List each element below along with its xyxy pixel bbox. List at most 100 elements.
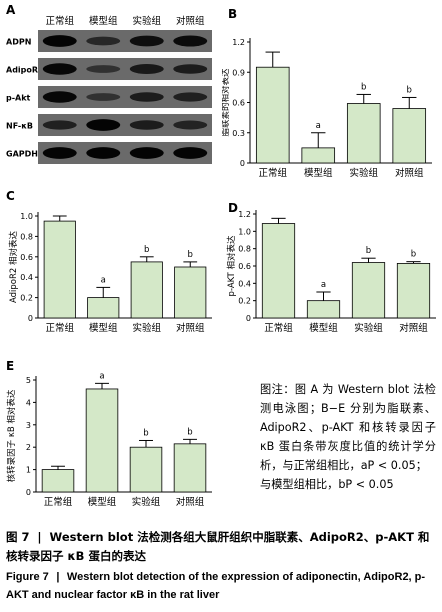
caption-en-text: Western blot detection of the expression… xyxy=(6,571,426,601)
bar xyxy=(87,297,120,319)
y-tick-label: 0.2 xyxy=(238,297,251,306)
blot-lane-label: 实验组 xyxy=(132,15,161,27)
blot-band xyxy=(173,92,208,102)
blot-band xyxy=(86,65,121,73)
blot-row-label: NF-κB xyxy=(6,122,33,131)
significance-label: b xyxy=(411,250,416,260)
significance-label: b xyxy=(407,85,412,95)
blot-band xyxy=(42,91,77,103)
y-tick-label: 0 xyxy=(246,314,251,323)
bar xyxy=(130,261,163,319)
significance-label: a xyxy=(101,275,106,285)
x-category-label: 实验组 xyxy=(132,322,161,334)
x-category-label: 对照组 xyxy=(399,322,428,334)
bar xyxy=(301,147,336,164)
blot-band xyxy=(86,147,121,159)
y-tick-label: 5 xyxy=(26,376,31,385)
x-category-label: 对照组 xyxy=(176,496,205,508)
blot-band xyxy=(173,147,208,159)
x-category-label: 对照组 xyxy=(395,167,424,179)
x-category-label: 实验组 xyxy=(354,322,383,334)
blot-band xyxy=(129,64,164,74)
significance-label: b xyxy=(366,246,371,256)
caption-cn-fig: 图 7 xyxy=(6,530,30,544)
blot-band xyxy=(42,147,77,159)
blot-band xyxy=(86,93,121,101)
y-tick-label: 1.0 xyxy=(20,212,33,221)
figure-note: 图注：图 A 为 Western blot 法检测电泳图；B−E 分别为脂联素、… xyxy=(260,380,436,494)
significance-label: b xyxy=(144,245,149,255)
bar xyxy=(41,469,75,493)
blot-strip xyxy=(38,30,212,52)
significance-label: b xyxy=(188,250,193,260)
panel-letter-d: D xyxy=(228,201,238,215)
y-tick-label: 1.0 xyxy=(238,227,251,236)
blot-band xyxy=(129,92,164,102)
x-category-label: 模型组 xyxy=(309,322,338,334)
y-tick-label: 0.6 xyxy=(238,262,251,271)
bar xyxy=(306,300,341,319)
y-axis-label: AdipoR2 相对表达 xyxy=(8,230,19,303)
blot-band xyxy=(42,120,77,130)
blot-lane-label: 对照组 xyxy=(176,15,205,27)
bar xyxy=(346,103,381,164)
note-text: 图注：图 A 为 Western blot 法检测电泳图；B−E 分别为脂联素、… xyxy=(260,383,436,472)
y-tick-label: 0 xyxy=(26,488,31,497)
y-axis-label: 脂联素的相对表达 xyxy=(222,68,231,137)
significance-label: a xyxy=(99,371,104,381)
blot-strip xyxy=(38,114,212,136)
panel-letter-b: B xyxy=(228,7,237,21)
y-tick-label: 1.2 xyxy=(232,38,245,47)
blot-band xyxy=(173,35,208,47)
bar xyxy=(392,108,427,164)
blot-row-label: ADPN xyxy=(6,38,31,47)
y-tick-label: 0.6 xyxy=(20,253,33,262)
blot-lane-label: 正常组 xyxy=(45,15,74,27)
y-tick-label: 1.2 xyxy=(238,210,251,219)
bar xyxy=(85,388,119,493)
blot-band xyxy=(173,64,208,74)
y-tick-label: 0.4 xyxy=(238,279,251,288)
bar xyxy=(261,223,296,319)
caption-en-fig: Figure 7 xyxy=(6,571,49,583)
y-tick-label: 0.8 xyxy=(238,245,251,254)
blot-band xyxy=(129,147,164,159)
y-tick-label: 0.4 xyxy=(20,273,33,282)
caption-separator: | xyxy=(37,530,42,544)
panel-letter-e: E xyxy=(6,359,14,373)
bar xyxy=(351,262,386,319)
blot-strip xyxy=(38,86,212,108)
y-tick-label: 0 xyxy=(28,314,33,323)
figure-caption-cn: 图 7 | Western blot 法检测各组大鼠肝组织中脂联素、AdipoR… xyxy=(6,528,438,566)
figure-caption-en: Figure 7 | Western blot detection of the… xyxy=(6,568,438,604)
significance-label: a xyxy=(321,280,326,290)
blot-band xyxy=(86,36,121,46)
panel-letter-c: C xyxy=(6,189,15,203)
note-text-2: 与模型组相比， xyxy=(260,478,339,491)
bar xyxy=(174,266,207,319)
x-category-label: 模型组 xyxy=(304,167,333,179)
x-category-label: 实验组 xyxy=(349,167,378,179)
note-p-b: bP < 0.05 xyxy=(338,478,394,491)
significance-label: b xyxy=(361,82,366,92)
panel-letter-a: A xyxy=(6,3,16,17)
x-category-label: 对照组 xyxy=(176,322,205,334)
significance-label: b xyxy=(143,428,148,438)
blot-lane-label: 模型组 xyxy=(89,15,118,27)
western-blot-panel: A 正常组 模型组 实验组 对照组 ADPN AdipoR2 p-Akt NF-κB GAPD… xyxy=(6,3,212,164)
blot-band xyxy=(173,120,208,130)
caption-separator: | xyxy=(56,571,60,583)
x-category-label: 正常组 xyxy=(44,496,73,508)
y-tick-label: 0.2 xyxy=(20,294,33,303)
bar xyxy=(173,443,207,493)
significance-label: a xyxy=(316,121,321,131)
y-tick-label: 0.6 xyxy=(232,99,245,108)
y-tick-label: 0 xyxy=(240,159,245,168)
y-tick-label: 2 xyxy=(26,443,31,452)
blot-row-label: p-Akt xyxy=(6,94,31,103)
y-tick-label: 1 xyxy=(26,466,31,475)
